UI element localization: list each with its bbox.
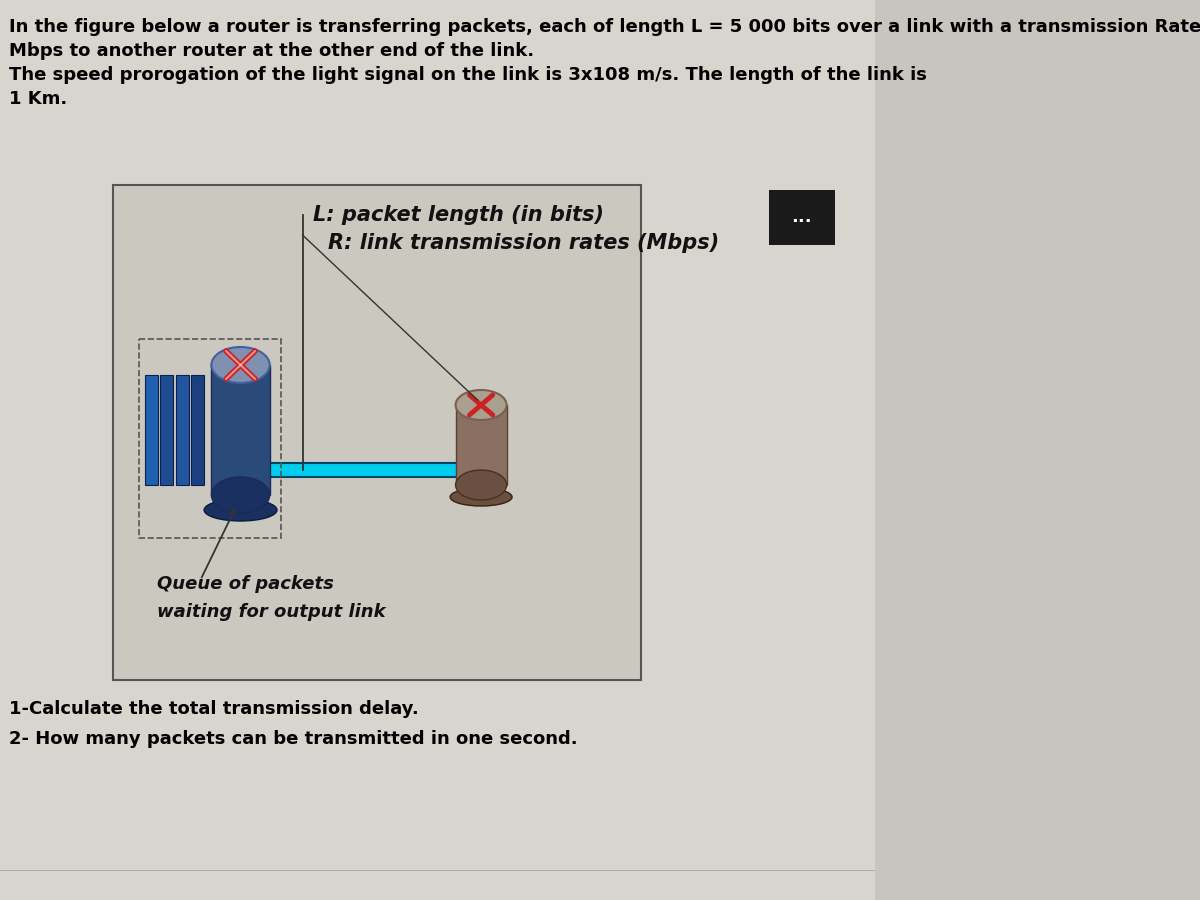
Bar [175,375,188,485]
Ellipse shape [204,499,277,521]
Text: ...: ... [792,209,812,227]
Bar [769,190,835,245]
Bar [211,365,270,495]
Bar [145,375,158,485]
Text: In the figure below a router is transferring packets, each of length L = 5 000 b: In the figure below a router is transfer… [8,18,1200,36]
Bar [139,339,281,538]
Text: Queue of packets: Queue of packets [157,575,334,593]
Bar [113,185,642,680]
Text: The speed prorogation of the light signal on the link is 3x108 m/s. The length o: The speed prorogation of the light signa… [8,66,926,84]
Text: L: packet length (in bits): L: packet length (in bits) [313,205,605,225]
Text: Mbps to another router at the other end of the link.: Mbps to another router at the other end … [8,42,534,60]
Bar [191,375,204,485]
Ellipse shape [456,470,506,500]
Bar [456,405,506,485]
Ellipse shape [211,477,270,513]
Bar [161,375,174,485]
Text: waiting for output link: waiting for output link [157,603,385,621]
Text: 1-Calculate the total transmission delay.: 1-Calculate the total transmission delay… [8,700,419,718]
Text: 1 Km.: 1 Km. [8,90,67,108]
Text: R: link transmission rates (Mbps): R: link transmission rates (Mbps) [328,233,719,253]
Bar [270,463,456,477]
Ellipse shape [456,390,506,420]
Ellipse shape [211,347,270,383]
Ellipse shape [450,488,512,506]
Text: 2- How many packets can be transmitted in one second.: 2- How many packets can be transmitted i… [8,730,577,748]
